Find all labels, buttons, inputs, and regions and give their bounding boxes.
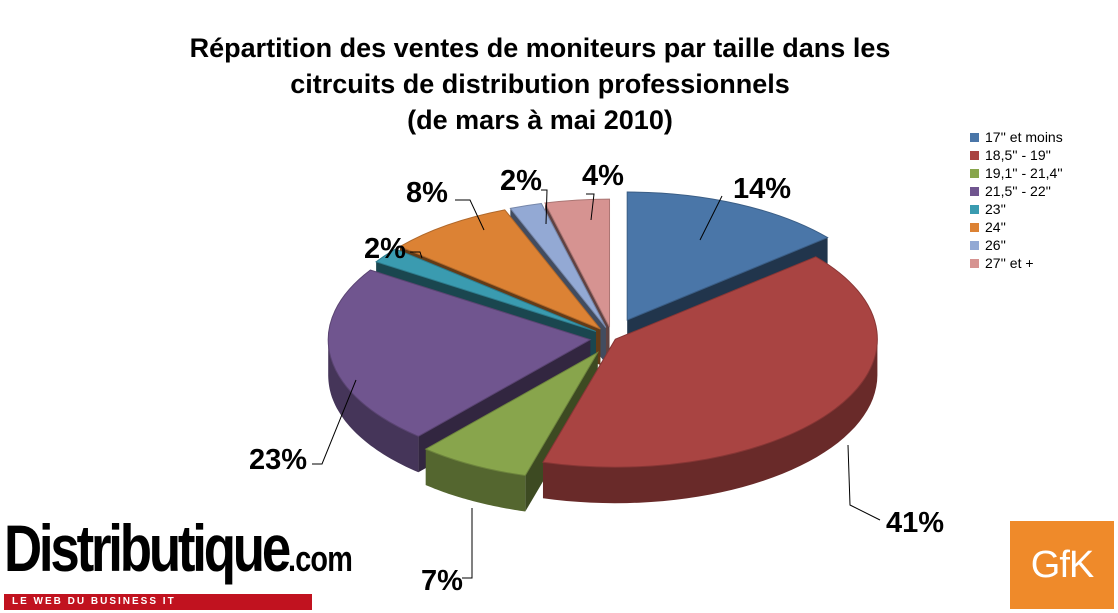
- pie-slice: [327, 269, 592, 437]
- leader-line: [847, 444, 881, 521]
- legend: 17'' et moins 18,5'' - 19'' 19,1'' - 21,4'…: [970, 128, 1063, 272]
- pie-slice-wall: [328, 339, 419, 473]
- data-label: 41%: [886, 507, 944, 539]
- distributique-tagline: LE WEB DU BUSINESS IT: [12, 596, 176, 607]
- legend-item: 18,5'' - 19'': [970, 146, 1063, 164]
- leader-line: [410, 251, 423, 259]
- chart-title-line: (de mars à mai 2010): [407, 105, 673, 135]
- legend-label: 26'': [985, 237, 1006, 253]
- pie-slice: [509, 202, 607, 328]
- data-label: 23%: [249, 444, 307, 476]
- legend-swatch: [970, 222, 979, 232]
- legend-swatch: [970, 186, 979, 196]
- chart-title-line: citrcuits de distribution professionnels: [290, 69, 790, 99]
- distributique-logo-main: Distributique: [4, 511, 291, 585]
- legend-label: 27'' et +: [985, 255, 1034, 271]
- legend-swatch: [970, 150, 979, 160]
- chart-title-line: Répartition des ventes de moniteurs par …: [189, 33, 891, 63]
- pie-slice-wall: [543, 339, 878, 504]
- leader-line: [312, 379, 357, 465]
- legend-swatch: [970, 132, 979, 142]
- distributique-logo-suffix: .com: [288, 538, 353, 579]
- legend-item: 17'' et moins: [970, 128, 1063, 146]
- pie-slice: [375, 248, 597, 332]
- leader-line: [455, 199, 485, 231]
- legend-item: 27'' et +: [970, 254, 1063, 272]
- legend-label: 24'': [985, 219, 1006, 235]
- pie-slice: [424, 351, 600, 477]
- data-label: 14%: [733, 173, 791, 205]
- legend-item: 23'': [970, 200, 1063, 218]
- legend-label: 18,5'' - 19'': [985, 147, 1051, 163]
- pie-slice: [544, 198, 611, 328]
- pie-slice-wall: [425, 449, 526, 512]
- leader-line: [541, 189, 548, 225]
- legend-label: 19,1'' - 21,4'': [985, 165, 1063, 181]
- legend-label: 17'' et moins: [985, 129, 1063, 145]
- legend-swatch: [970, 258, 979, 268]
- legend-item: 19,1'' - 21,4'': [970, 164, 1063, 182]
- legend-label: 21,5'' - 22'': [985, 183, 1051, 199]
- leader-line: [699, 195, 723, 241]
- legend-label: 23'': [985, 201, 1006, 217]
- legend-swatch: [970, 204, 979, 214]
- distributique-tagline-bar: [4, 594, 312, 610]
- data-label: 8%: [406, 177, 448, 209]
- legend-swatch: [970, 168, 979, 178]
- distributique-logo: Distributique.com LE WEB DU BUSINESS IT: [4, 508, 353, 612]
- gfk-logo-text: GfK: [1030, 543, 1094, 586]
- leader-line: [586, 193, 595, 221]
- legend-swatch: [970, 240, 979, 250]
- gfk-logo: GfK: [1010, 521, 1114, 609]
- pie-slices: [327, 191, 878, 512]
- legend-item: 24'': [970, 218, 1063, 236]
- leader-line: [462, 508, 473, 579]
- pie-slice: [398, 209, 601, 330]
- data-label: 7%: [421, 565, 463, 597]
- legend-item: 21,5'' - 22'': [970, 182, 1063, 200]
- pie-slice: [542, 256, 878, 468]
- legend-item: 26'': [970, 236, 1063, 254]
- pie-data-labels: 14%41%7%23%2%8% 2% 4%: [249, 160, 944, 597]
- data-label: 2%: [500, 165, 542, 197]
- chart-title: Répartition des ventes de moniteurs par …: [60, 30, 1020, 138]
- data-label: 2%: [364, 233, 406, 265]
- pie-slice: [626, 191, 829, 321]
- data-label: 4%: [582, 160, 624, 192]
